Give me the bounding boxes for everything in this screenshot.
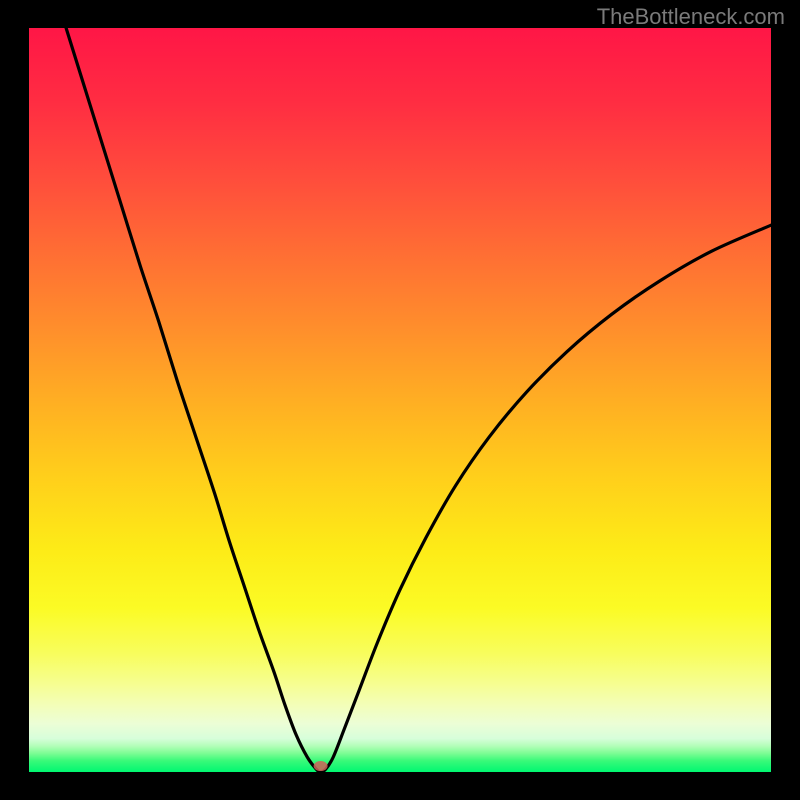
outer-frame: TheBottleneck.com (0, 0, 800, 800)
chart-plot (29, 28, 771, 772)
gradient-background (29, 28, 771, 772)
watermark-text: TheBottleneck.com (597, 4, 785, 30)
optimum-marker (314, 761, 328, 771)
